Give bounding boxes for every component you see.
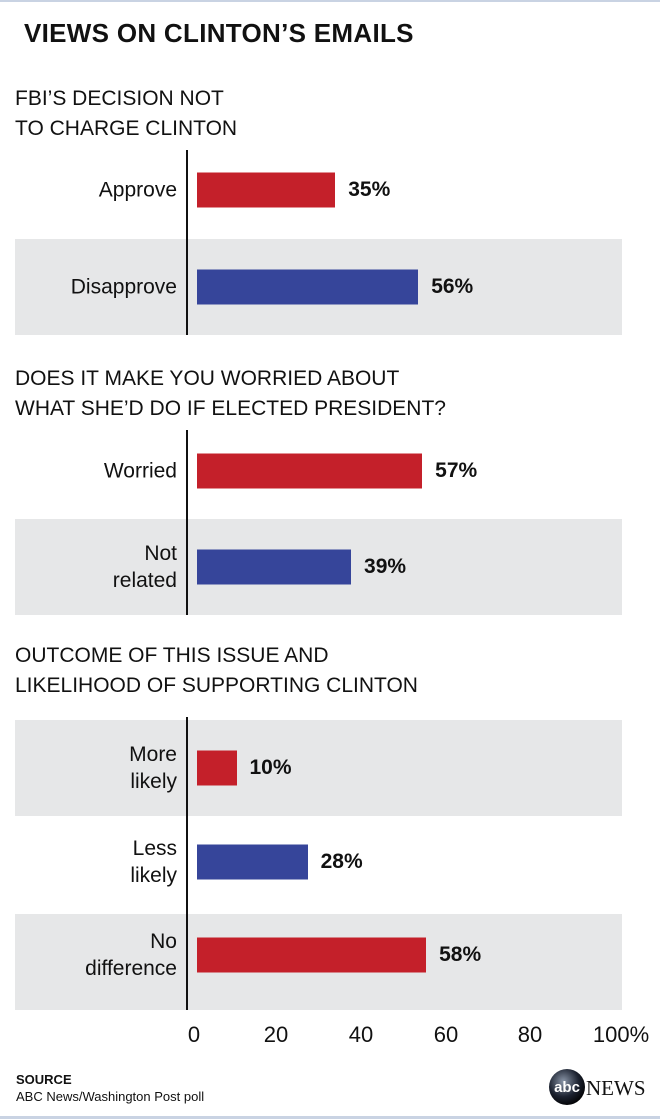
- panel-heading: DOES IT MAKE YOU WORRIED ABOUT: [15, 367, 400, 390]
- x-tick-label: 40: [348, 1022, 374, 1047]
- axis-line: [186, 717, 188, 1010]
- svg-text:NEWS: NEWS: [586, 1076, 646, 1100]
- source-text: ABC News/Washington Post poll: [16, 1089, 205, 1104]
- value-label: 10%: [249, 756, 292, 779]
- bar: [197, 844, 308, 880]
- bar: [197, 937, 427, 973]
- category-label: More likely: [129, 743, 177, 793]
- svg-text:abc: abc: [554, 1079, 580, 1096]
- value-label: 39%: [364, 555, 407, 578]
- bar: [197, 172, 336, 208]
- value-label: 57%: [435, 459, 478, 482]
- panel-heading: LIKELIHOOD OF SUPPORTING CLINTON: [15, 674, 418, 697]
- category-label: Approve: [98, 178, 177, 202]
- x-tick-label: 0: [187, 1022, 201, 1047]
- value-label: 58%: [439, 943, 482, 966]
- bar: [197, 549, 352, 585]
- category-label: Less likely: [130, 837, 177, 887]
- category-label: Worried: [103, 459, 177, 483]
- chart-title: VIEWS ON CLINTON’S EMAILS: [24, 18, 414, 48]
- x-tick-label: 20: [263, 1022, 289, 1047]
- bottom-border: [0, 1116, 660, 1119]
- category-label: No difference: [85, 930, 177, 980]
- x-tick-label: 60: [433, 1022, 459, 1047]
- value-label: 56%: [431, 275, 474, 298]
- value-label: 35%: [348, 178, 391, 201]
- axis-line: [186, 430, 188, 615]
- panel-heading: WHAT SHE’D DO IF ELECTED PRESIDENT?: [15, 397, 446, 420]
- bar: [197, 750, 237, 786]
- row-band: [15, 720, 622, 816]
- category-label: Not related: [112, 542, 177, 592]
- value-label: 28%: [320, 850, 363, 873]
- bar: [197, 269, 419, 305]
- panel-heading: FBI’S DECISION NOT: [15, 87, 224, 110]
- bar: [197, 453, 423, 489]
- x-tick-label: 100%: [592, 1022, 650, 1047]
- panel-heading: OUTCOME OF THIS ISSUE AND: [15, 644, 329, 667]
- category-label: Disapprove: [70, 275, 177, 299]
- source-heading: SOURCE: [16, 1072, 72, 1087]
- axis-line: [186, 150, 188, 335]
- abc-news-logo: abc NEWS: [549, 1069, 646, 1105]
- panel-heading: TO CHARGE CLINTON: [15, 117, 238, 140]
- x-tick-label: 80: [517, 1022, 543, 1047]
